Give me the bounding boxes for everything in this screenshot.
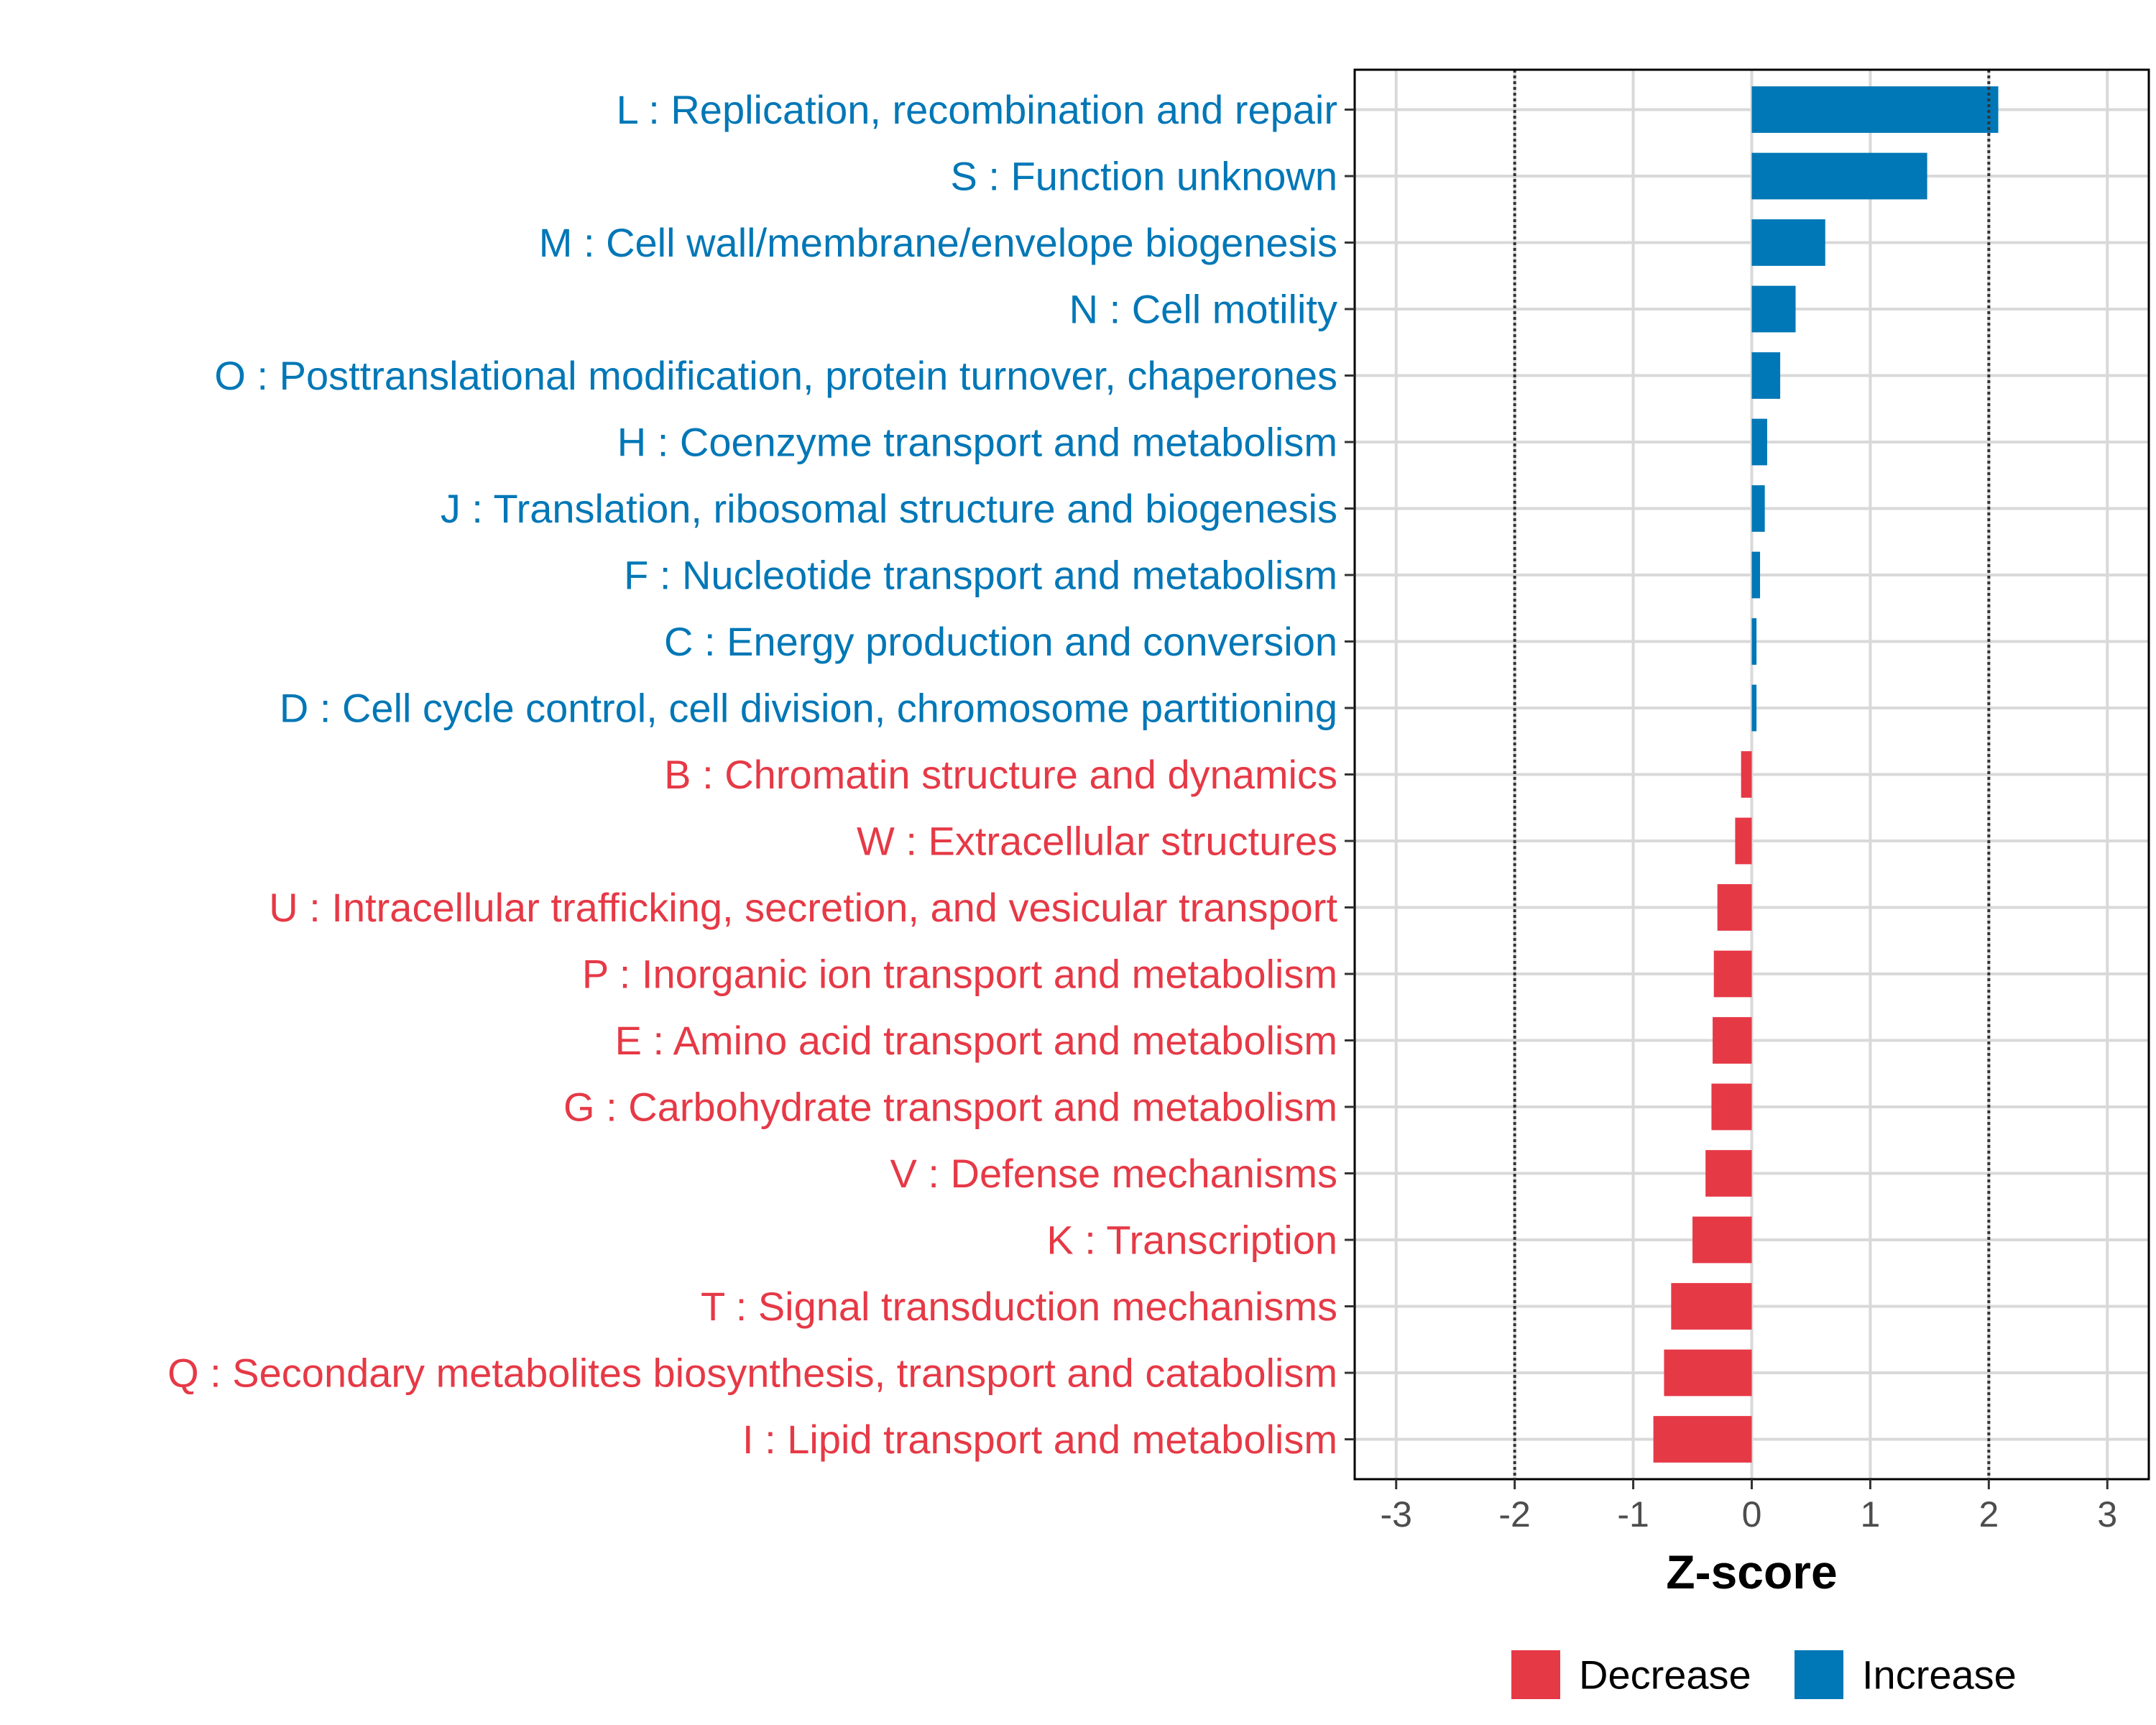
- y-tick-label-19: Q : Secondary metabolites biosynthesis, …: [167, 1351, 1337, 1396]
- x-axis-title: Z-score: [1666, 1545, 1837, 1598]
- x-tick-label-4: 1: [1861, 1494, 1881, 1535]
- bar-2: [1751, 219, 1825, 266]
- y-tick-label-11: W : Extracellular structures: [857, 819, 1337, 864]
- bar-5: [1751, 418, 1767, 466]
- legend-label-decrease: Decrease: [1579, 1652, 1751, 1698]
- y-tick-label-2: M : Cell wall/membrane/envelope biogenes…: [539, 220, 1337, 265]
- x-tick-label-2: -1: [1617, 1494, 1649, 1535]
- bar-9: [1751, 684, 1757, 732]
- bar-0: [1751, 86, 1999, 133]
- bar-10: [1741, 751, 1752, 798]
- y-tick-label-17: K : Transcription: [1046, 1218, 1337, 1263]
- y-tick-label-7: F : Nucleotide transport and metabolism: [624, 553, 1337, 598]
- x-tick-label-3: 0: [1742, 1494, 1762, 1535]
- y-tick-label-15: G : Carbohydrate transport and metabolis…: [563, 1085, 1337, 1130]
- bar-8: [1751, 618, 1757, 665]
- y-tick-label-12: U : Intracellular trafficking, secretion…: [269, 885, 1337, 930]
- y-tick-label-13: P : Inorganic ion transport and metaboli…: [582, 952, 1337, 997]
- bars: [1653, 86, 1999, 1463]
- bar-14: [1713, 1017, 1752, 1064]
- y-tick-label-18: T : Signal transduction mechanisms: [701, 1284, 1337, 1329]
- bar-17: [1692, 1216, 1752, 1264]
- bar-20: [1653, 1416, 1752, 1463]
- bar-6: [1751, 485, 1765, 532]
- threshold-lines: [1513, 70, 1991, 1479]
- bar-1: [1751, 152, 1927, 200]
- legend-label-increase: Increase: [1862, 1652, 2017, 1698]
- x-tick-label-5: 2: [1978, 1494, 1999, 1535]
- bar-11: [1735, 817, 1752, 865]
- y-tick-label-8: C : Energy production and conversion: [664, 619, 1337, 664]
- x-tick-label-0: -3: [1380, 1494, 1411, 1535]
- bar-16: [1705, 1150, 1752, 1197]
- y-tick-label-5: H : Coenzyme transport and metabolism: [617, 420, 1337, 465]
- bar-19: [1664, 1349, 1752, 1397]
- y-tick-label-4: O : Posttranslational modification, prot…: [214, 353, 1337, 398]
- x-axis-labels: -3 -2 -1 0 1 2 3: [1380, 1494, 2117, 1535]
- bar-7: [1751, 551, 1761, 599]
- y-axis-ticks: [1345, 109, 1355, 1440]
- legend-swatch-increase: [1795, 1650, 1843, 1699]
- bar-13: [1713, 950, 1752, 998]
- y-tick-label-3: N : Cell motility: [1069, 287, 1337, 332]
- x-axis-ticks: [1395, 1479, 2109, 1489]
- x-tick-label-6: 3: [2097, 1494, 2117, 1535]
- y-tick-label-16: V : Defense mechanisms: [890, 1151, 1337, 1196]
- y-tick-label-1: S : Function unknown: [950, 154, 1337, 199]
- y-tick-label-10: B : Chromatin structure and dynamics: [664, 752, 1337, 797]
- legend: Decrease Increase: [1511, 1650, 2017, 1699]
- y-tick-label-20: I : Lipid transport and metabolism: [742, 1417, 1337, 1462]
- bar-18: [1671, 1283, 1752, 1330]
- y-tick-label-14: E : Amino acid transport and metabolism: [615, 1018, 1337, 1063]
- y-tick-label-6: J : Translation, ribosomal structure and…: [441, 486, 1337, 531]
- x-tick-label-1: -2: [1498, 1494, 1530, 1535]
- y-tick-label-9: D : Cell cycle control, cell division, c…: [280, 686, 1337, 731]
- bar-4: [1751, 352, 1781, 399]
- legend-swatch-decrease: [1511, 1650, 1560, 1699]
- y-tick-label-0: L : Replication, recombination and repai…: [617, 87, 1337, 132]
- bar-3: [1751, 285, 1796, 333]
- bar-12: [1717, 884, 1752, 931]
- bar-15: [1711, 1083, 1752, 1131]
- y-axis-labels: L : Replication, recombination and repai…: [167, 87, 1337, 1462]
